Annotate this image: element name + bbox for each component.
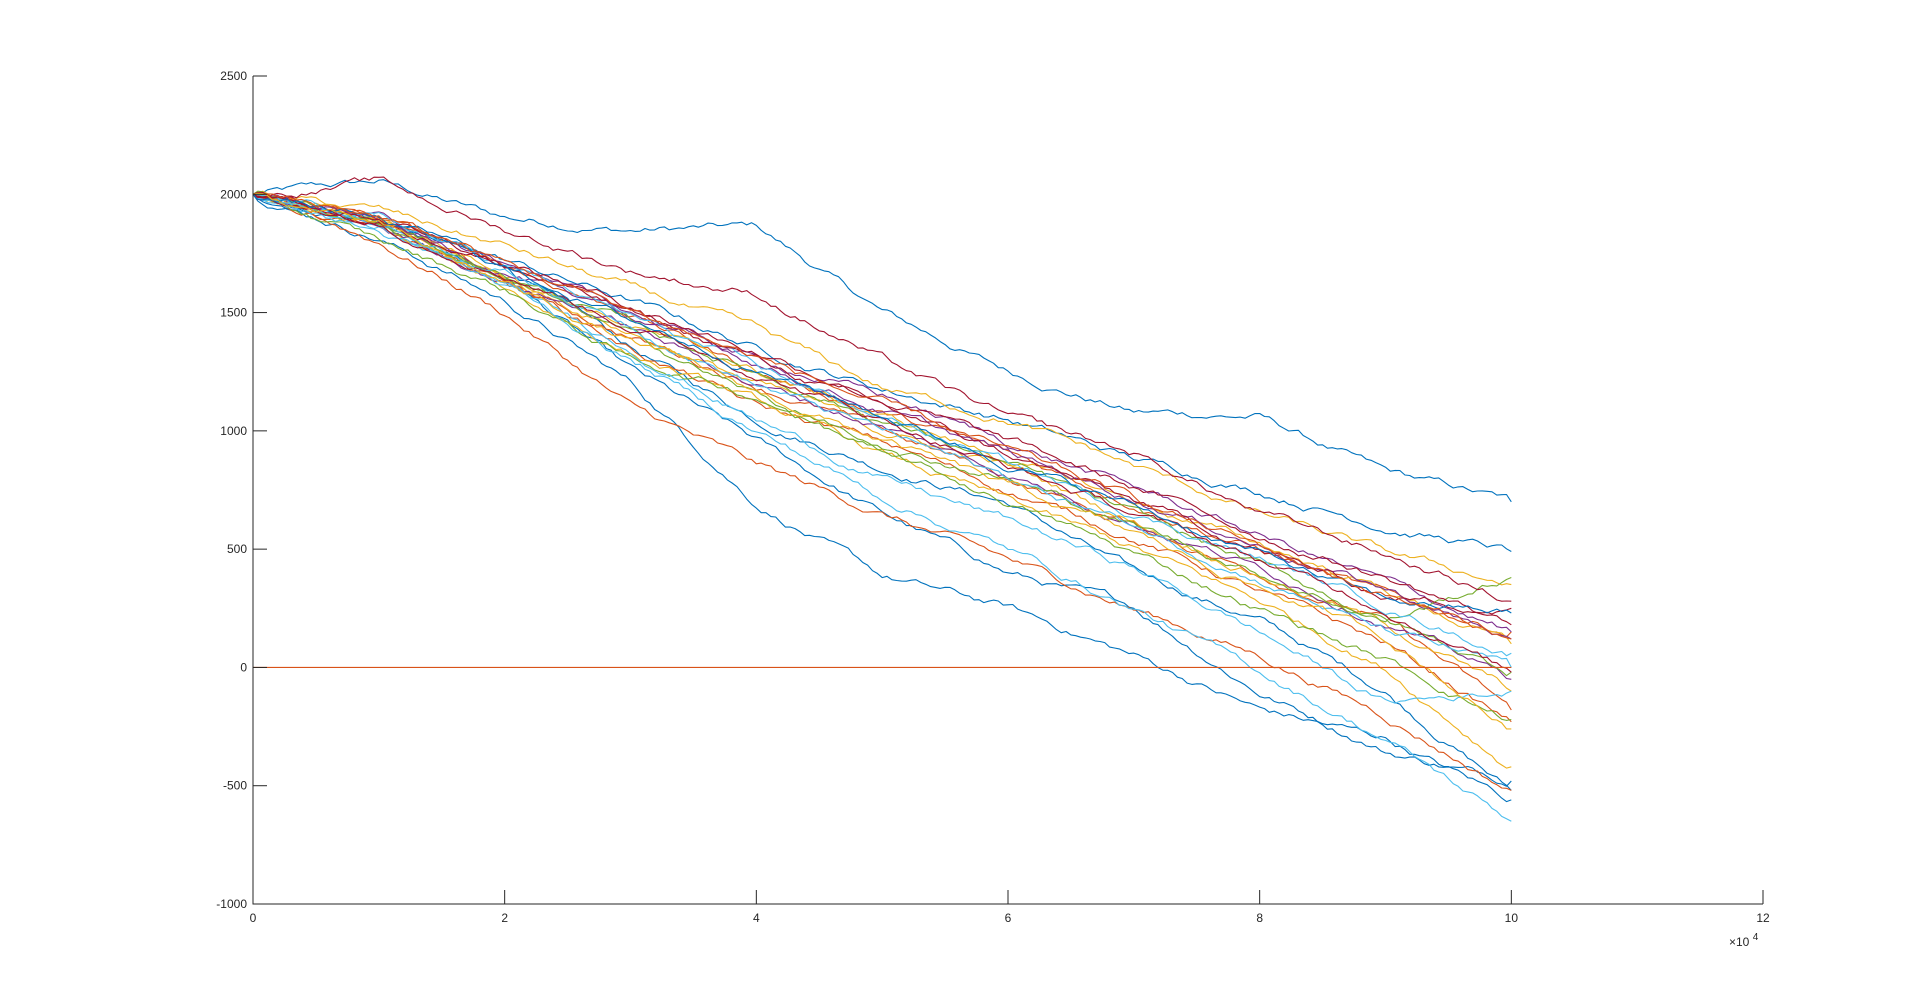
y-tick-label-4: 500 [227, 542, 247, 556]
x-tick-label-4: 8 [1256, 911, 1263, 925]
y-tick-label-1: 2000 [220, 187, 247, 201]
series-line-3 [253, 194, 1511, 786]
series-line-2 [253, 194, 1511, 790]
axis-lines [253, 76, 1763, 904]
series-line-20 [253, 194, 1511, 821]
x-exponent-label: ×10 4 [1729, 932, 1759, 949]
x-exponent-power: 4 [1753, 932, 1759, 943]
series-line-9 [253, 194, 1511, 722]
series-line-18 [253, 194, 1511, 720]
x-tick-label-2: 4 [753, 911, 760, 925]
y-tick-label-5: 0 [240, 660, 247, 674]
series-line-22 [253, 194, 1511, 667]
series-line-29 [253, 194, 1511, 640]
series-line-11 [253, 194, 1511, 768]
x-ticks: 0 2 4 6 8 10 12 [250, 890, 1770, 925]
series-line-16 [253, 194, 1511, 639]
x-tick-label-5: 10 [1505, 911, 1519, 925]
series-line-27 [253, 194, 1511, 625]
y-tick-label-2: 1500 [220, 306, 247, 320]
x-tick-label-6: 12 [1756, 911, 1770, 925]
series-line-23 [253, 194, 1511, 655]
y-tick-label-6: -500 [223, 779, 247, 793]
series-line-1 [253, 180, 1511, 502]
x-tick-label-3: 6 [1005, 911, 1012, 925]
y-tick-label-0: 2500 [220, 69, 247, 83]
x-tick-label-1: 2 [501, 911, 508, 925]
series-layer [253, 177, 1511, 821]
x-tick-label-0: 0 [250, 911, 257, 925]
series-line-30 [253, 193, 1511, 729]
axes [253, 76, 1763, 904]
series-line-6 [253, 194, 1511, 790]
series-line-4 [253, 194, 1511, 801]
y-tick-label-3: 1000 [220, 424, 247, 438]
x-exponent-base: ×10 [1729, 935, 1750, 949]
series-line-12 [253, 194, 1511, 691]
y-tick-label-7: -1000 [216, 897, 247, 911]
